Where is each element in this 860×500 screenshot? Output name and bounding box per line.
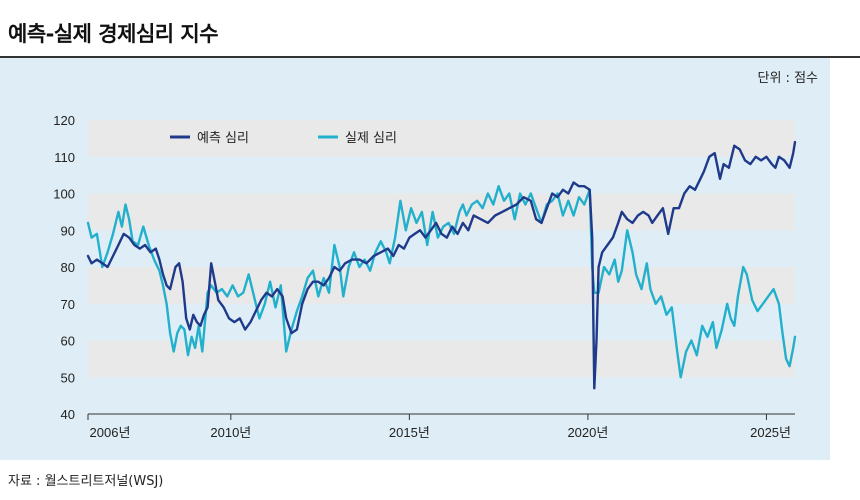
source-note: 자료 : 월스트리트저널(WSJ) (8, 474, 164, 489)
y-tick-label: 60 (61, 334, 75, 349)
unit-label: 단위 : 점수 (757, 71, 819, 86)
y-tick-label: 90 (61, 223, 75, 238)
title-divider (0, 56, 860, 58)
y-tick-label: 40 (61, 407, 75, 422)
x-tick-label: 2015년 (389, 425, 430, 440)
grid-band (88, 267, 795, 304)
axes: 40 50 60 70 80 90 100 110 120 2006년 2010년 2015년 2020… (53, 113, 795, 440)
legend-label: 실제 심리 (345, 131, 397, 146)
x-tick-label: 2006년 (90, 425, 131, 440)
x-tick-label: 2010년 (210, 425, 251, 440)
series-layer (86, 140, 797, 390)
legend: 예측 심리 실제 심리 (170, 131, 397, 146)
series-line (86, 140, 797, 390)
y-tick-label: 80 (61, 260, 75, 275)
series-line (86, 185, 797, 379)
x-tick-label: 2020년 (567, 425, 608, 440)
y-tick-label: 120 (53, 113, 75, 128)
background-bands (88, 120, 795, 378)
chart-title: 예측-실제 경제심리 지수 (8, 22, 219, 46)
x-tick-label: 2025년 (750, 425, 791, 440)
y-tick-label: 50 (61, 370, 75, 385)
legend-label: 예측 심리 (197, 131, 249, 146)
y-tick-label: 100 (53, 187, 75, 202)
grid-band (88, 193, 795, 231)
y-tick-label: 110 (54, 150, 75, 165)
grid-band (88, 120, 795, 157)
y-tick-label: 70 (61, 297, 75, 312)
